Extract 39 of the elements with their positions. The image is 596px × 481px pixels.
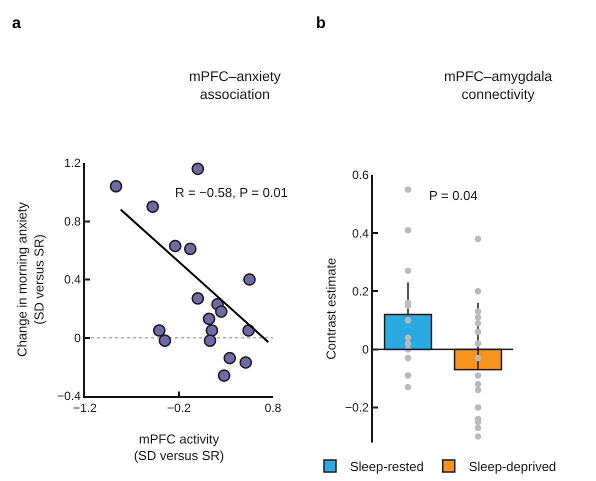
legend-label: Sleep-deprived: [468, 459, 556, 474]
point: [224, 352, 236, 364]
legend-label: Sleep-rested: [350, 459, 424, 474]
y-tick-label: 1.2: [64, 156, 82, 170]
x-tick-label: −1.2: [73, 401, 98, 416]
chart-title: a: [12, 15, 21, 32]
point: [239, 356, 252, 369]
chart-subtitle: mPFC–anxiety association: [189, 68, 281, 102]
y-tick-label: 0.4: [352, 226, 370, 240]
annotation: P = 0.04: [429, 188, 478, 203]
point: [243, 273, 256, 286]
point: [153, 324, 166, 337]
y-tick-label: 0.8: [64, 214, 82, 228]
y-tick-label: 0: [362, 342, 370, 357]
point: [215, 305, 228, 318]
point: [184, 242, 197, 256]
y-axis-title: Contrast estimate: [324, 258, 339, 360]
point: [158, 334, 172, 347]
x-tick-label: −0.2: [167, 401, 192, 416]
chart-title: b: [316, 15, 326, 32]
point: [218, 369, 230, 382]
y-axis-title: Change in morning anxiety (SD versus SR): [14, 202, 47, 357]
chart-subtitle: mPFC–amygdala connectivity: [444, 68, 552, 102]
point: [192, 292, 204, 305]
x-axis-title: mPFC activity (SD versus SR): [134, 431, 224, 464]
x-tick-label: 0.8: [264, 401, 282, 416]
point: [146, 200, 159, 213]
point: [168, 240, 182, 252]
y-tick-label: 0.4: [64, 272, 82, 287]
point: [206, 324, 218, 337]
point: [204, 334, 216, 347]
point: [110, 180, 122, 193]
y-tick-label: −0.4: [57, 389, 82, 404]
y-tick-label: 0.6: [352, 168, 370, 182]
y-tick-label: 0: [74, 330, 82, 345]
point: [192, 162, 204, 176]
annotation: R = −0.58, P = 0.01: [175, 185, 288, 200]
point: [202, 312, 216, 326]
y-tick-label: 0.2: [352, 284, 370, 298]
